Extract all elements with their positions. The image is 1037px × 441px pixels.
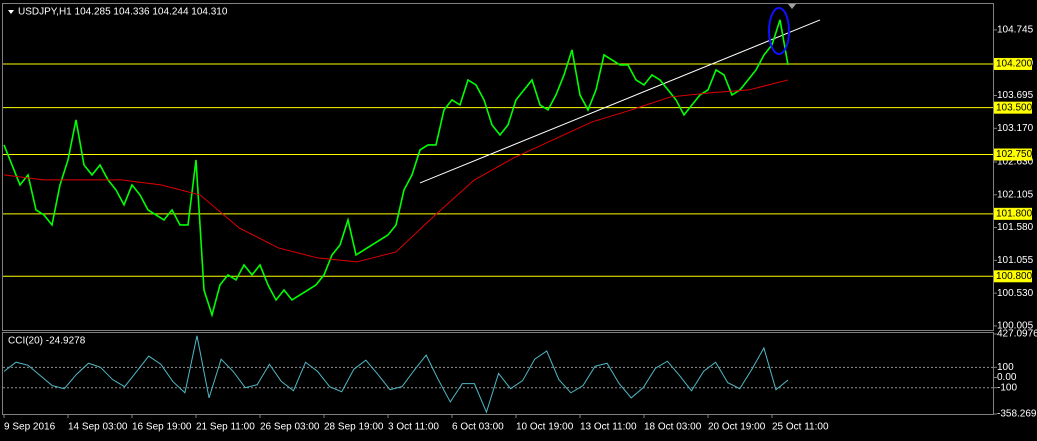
x-tick-label: 25 Oct 11:00 <box>772 422 829 433</box>
y-tick-label: 102.630 <box>997 157 1034 168</box>
x-tick-label: 26 Sep 03:00 <box>260 422 320 433</box>
level-label-box <box>994 101 1032 114</box>
y-tick-label: 100.005 <box>997 321 1034 332</box>
y-tick-label: -100 <box>997 382 1017 393</box>
level-label-box <box>994 270 1032 283</box>
y-tick-label: 104.745 <box>997 25 1034 36</box>
y-tick-label: 101.055 <box>997 255 1034 266</box>
level-label: 102.750 <box>996 149 1033 160</box>
x-tick-label: 10 Oct 19:00 <box>516 422 574 433</box>
x-tick-label: 18 Oct 03:00 <box>644 422 702 433</box>
shift-marker <box>788 4 796 9</box>
highlight-ellipse <box>768 7 790 55</box>
level-label: 100.800 <box>996 271 1033 282</box>
y-tick-label: 102.105 <box>997 189 1034 200</box>
chart-title: USDJPY,H1 104.285 104.336 104.244 104.31… <box>18 7 228 18</box>
y-tick-label: 103.170 <box>997 123 1034 134</box>
x-tick-label: 3 Oct 11:00 <box>388 422 439 433</box>
y-tick-label: 0.00 <box>997 372 1017 383</box>
series-line <box>3 335 789 414</box>
y-tick-label: 100 <box>997 362 1014 373</box>
menu-arrow <box>8 10 14 14</box>
level-label: 103.500 <box>996 102 1033 113</box>
y-tick-label: 427.0976 <box>997 329 1037 340</box>
x-tick-label: 13 Oct 11:00 <box>580 422 637 433</box>
x-tick-label: 6 Oct 03:00 <box>452 422 504 433</box>
level-label: 104.200 <box>996 59 1033 70</box>
level-label-box <box>994 148 1032 161</box>
indicator-title: CCI(20) -24.9278 <box>8 336 86 347</box>
y-tick-label: 101.580 <box>997 222 1034 233</box>
x-tick-label: 14 Sep 03:00 <box>68 422 128 433</box>
x-tick-label: 9 Sep 2016 <box>4 422 56 433</box>
trendline <box>419 19 821 184</box>
series-line <box>3 19 789 318</box>
y-tick-label: -358.2691 <box>997 409 1037 420</box>
x-tick-label: 21 Sep 11:00 <box>196 422 255 433</box>
y-tick-label: 100.530 <box>997 288 1034 299</box>
x-tick-label: 28 Sep 19:00 <box>324 422 384 433</box>
level-label-box <box>994 57 1032 70</box>
cci-panel <box>2 332 994 415</box>
y-tick-label: 103.695 <box>997 90 1034 101</box>
series-line <box>3 79 789 263</box>
x-tick-label: 16 Sep 19:00 <box>132 422 192 433</box>
main-panel <box>2 3 994 331</box>
x-tick-label: 20 Oct 19:00 <box>708 422 766 433</box>
level-label: 101.800 <box>996 208 1033 219</box>
level-label-box <box>994 207 1032 220</box>
